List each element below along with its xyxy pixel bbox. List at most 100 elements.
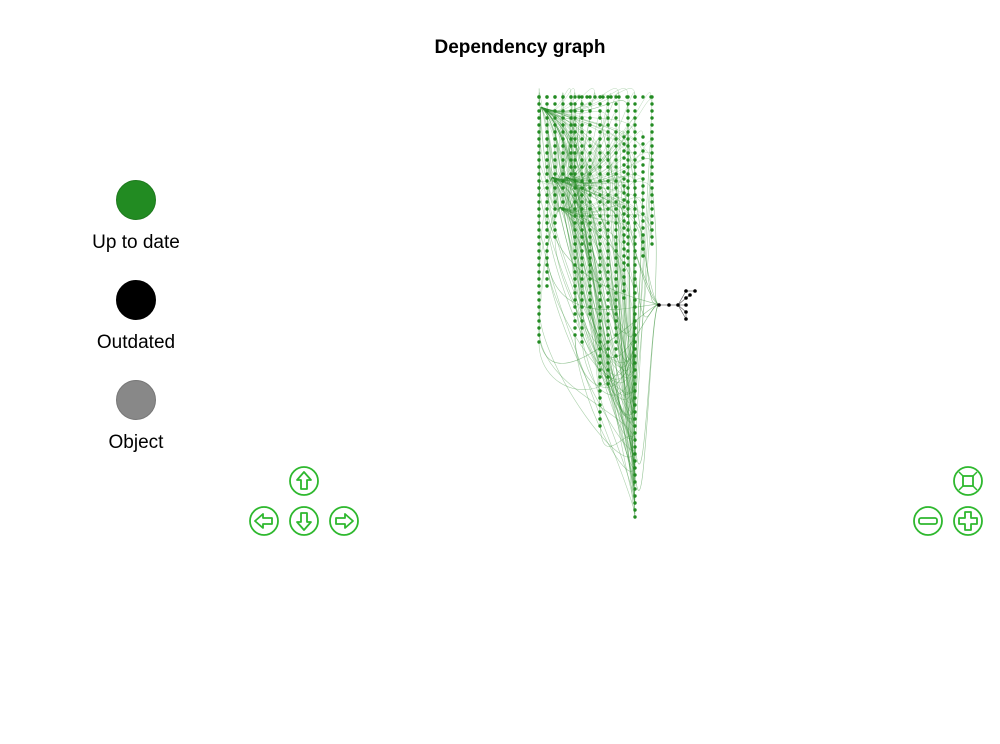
up-to-date-node[interactable] — [580, 116, 584, 120]
up-to-date-node[interactable] — [573, 235, 577, 239]
up-to-date-node[interactable] — [641, 135, 645, 139]
up-to-date-node[interactable] — [598, 200, 602, 204]
up-to-date-node[interactable] — [633, 445, 637, 449]
up-to-date-node[interactable] — [537, 270, 541, 274]
up-to-date-node[interactable] — [633, 200, 637, 204]
up-to-date-node[interactable] — [641, 163, 645, 167]
up-to-date-node[interactable] — [598, 242, 602, 246]
up-to-date-node[interactable] — [606, 102, 610, 106]
up-to-date-node[interactable] — [580, 200, 584, 204]
up-to-date-node[interactable] — [650, 214, 654, 218]
up-to-date-node[interactable] — [625, 95, 629, 99]
up-to-date-node[interactable] — [537, 228, 541, 232]
up-to-date-node[interactable] — [633, 151, 637, 155]
up-to-date-node[interactable] — [537, 298, 541, 302]
up-to-date-node[interactable] — [633, 291, 637, 295]
up-to-date-node[interactable] — [633, 417, 637, 421]
up-to-date-node[interactable] — [537, 116, 541, 120]
up-to-date-node[interactable] — [614, 179, 618, 183]
up-to-date-node[interactable] — [622, 163, 626, 167]
up-to-date-node[interactable] — [606, 312, 610, 316]
up-to-date-node[interactable] — [626, 130, 630, 134]
zoom-in-button[interactable] — [953, 506, 983, 536]
up-to-date-node[interactable] — [633, 319, 637, 323]
up-to-date-node[interactable] — [614, 214, 618, 218]
up-to-date-node[interactable] — [614, 109, 618, 113]
up-to-date-node[interactable] — [545, 200, 549, 204]
up-to-date-node[interactable] — [606, 298, 610, 302]
up-to-date-node[interactable] — [545, 284, 549, 288]
up-to-date-node[interactable] — [537, 326, 541, 330]
up-to-date-node[interactable] — [580, 249, 584, 253]
up-to-date-node[interactable] — [537, 109, 541, 113]
up-to-date-node[interactable] — [588, 214, 592, 218]
up-to-date-node[interactable] — [598, 326, 602, 330]
up-to-date-node[interactable] — [606, 270, 610, 274]
up-to-date-node[interactable] — [598, 298, 602, 302]
up-to-date-node[interactable] — [650, 200, 654, 204]
up-to-date-node[interactable] — [622, 142, 626, 146]
up-to-date-node[interactable] — [588, 151, 592, 155]
up-to-date-node[interactable] — [641, 156, 645, 160]
up-to-date-node[interactable] — [588, 158, 592, 162]
up-to-date-node[interactable] — [606, 193, 610, 197]
up-to-date-node[interactable] — [573, 200, 577, 204]
up-to-date-node[interactable] — [606, 123, 610, 127]
up-to-date-node[interactable] — [598, 424, 602, 428]
up-to-date-node[interactable] — [626, 179, 630, 183]
up-to-date-node[interactable] — [573, 242, 577, 246]
up-to-date-node[interactable] — [537, 95, 541, 99]
up-to-date-node[interactable] — [633, 228, 637, 232]
up-to-date-node[interactable] — [545, 165, 549, 169]
up-to-date-node[interactable] — [580, 207, 584, 211]
up-to-date-node[interactable] — [614, 263, 618, 267]
up-to-date-node[interactable] — [650, 123, 654, 127]
outdated-node[interactable] — [667, 303, 671, 307]
up-to-date-node[interactable] — [537, 137, 541, 141]
up-to-date-node[interactable] — [650, 221, 654, 225]
up-to-date-node[interactable] — [569, 144, 573, 148]
up-to-date-node[interactable] — [561, 151, 565, 155]
up-to-date-node[interactable] — [588, 291, 592, 295]
up-to-date-node[interactable] — [580, 312, 584, 316]
up-to-date-node[interactable] — [573, 277, 577, 281]
up-to-date-node[interactable] — [622, 156, 626, 160]
up-to-date-node[interactable] — [569, 109, 573, 113]
up-to-date-node[interactable] — [633, 137, 637, 141]
up-to-date-node[interactable] — [622, 198, 626, 202]
up-to-date-node[interactable] — [633, 494, 637, 498]
up-to-date-node[interactable] — [614, 312, 618, 316]
up-to-date-node[interactable] — [650, 116, 654, 120]
up-to-date-node[interactable] — [633, 263, 637, 267]
up-to-date-node[interactable] — [553, 193, 557, 197]
up-to-date-node[interactable] — [606, 228, 610, 232]
up-to-date-node[interactable] — [580, 235, 584, 239]
up-to-date-node[interactable] — [633, 347, 637, 351]
up-to-date-node[interactable] — [614, 354, 618, 358]
up-to-date-node[interactable] — [537, 186, 541, 190]
up-to-date-node[interactable] — [633, 501, 637, 505]
up-to-date-node[interactable] — [588, 221, 592, 225]
up-to-date-node[interactable] — [553, 179, 557, 183]
up-to-date-node[interactable] — [580, 109, 584, 113]
up-to-date-node[interactable] — [614, 298, 618, 302]
up-to-date-node[interactable] — [650, 207, 654, 211]
up-to-date-node[interactable] — [553, 200, 557, 204]
up-to-date-node[interactable] — [598, 319, 602, 323]
up-to-date-node[interactable] — [545, 277, 549, 281]
up-to-date-node[interactable] — [641, 170, 645, 174]
up-to-date-node[interactable] — [573, 214, 577, 218]
up-to-date-node[interactable] — [577, 95, 581, 99]
up-to-date-node[interactable] — [588, 270, 592, 274]
up-to-date-node[interactable] — [545, 151, 549, 155]
up-to-date-node[interactable] — [622, 212, 626, 216]
up-to-date-node[interactable] — [545, 144, 549, 148]
up-to-date-node[interactable] — [537, 256, 541, 260]
up-to-date-node[interactable] — [617, 95, 621, 99]
up-to-date-node[interactable] — [573, 249, 577, 253]
up-to-date-node[interactable] — [614, 340, 618, 344]
up-to-date-node[interactable] — [537, 172, 541, 176]
up-to-date-node[interactable] — [622, 296, 626, 300]
up-to-date-node[interactable] — [614, 284, 618, 288]
up-to-date-node[interactable] — [561, 109, 565, 113]
